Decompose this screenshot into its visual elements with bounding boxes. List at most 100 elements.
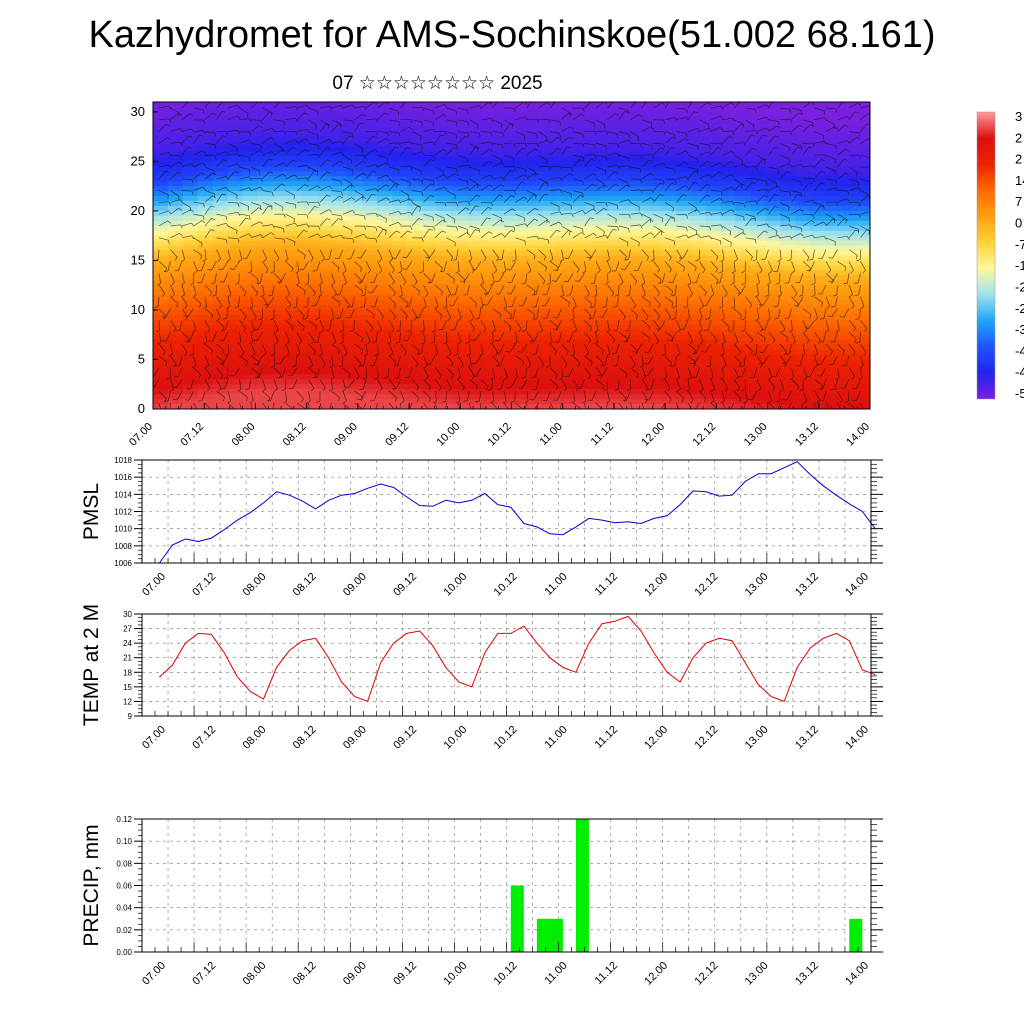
colorbar-label: -1 [1015,258,1024,273]
precip-x-tick-label: 10.00 [441,960,469,988]
precip-y-tick-label: 0.04 [116,904,132,913]
precip-x-tick-label: 07.12 [190,960,218,988]
heatmap-y-tick-label: 5 [138,351,145,366]
pmsl-y-tick-label: 1014 [114,490,132,499]
cross-section-heatmap: 0 5 10 15 20 25 30 07.00 07.12 08.00 08.12 09.00 09.… [127,101,872,449]
precip-x-tick-label: 12.12 [693,960,721,988]
pmsl-y-tick-label: 1012 [114,508,132,517]
pmsl-x-tick-label: 11.12 [593,571,620,598]
heatmap-x-tick-label: 10.00 [434,421,462,449]
colorbar-label: -7 [1015,237,1024,252]
precip-bar [536,918,563,953]
pmsl-x-tick-label: 13.00 [743,571,771,599]
heatmap-y-tick-label: 20 [131,203,145,218]
temp-y-tick-label: 15 [123,683,132,692]
temp-x-tick-label: 09.00 [341,724,369,752]
colorbar-label: 7 [1015,194,1022,209]
heatmap-x-tick-label: 11.00 [537,421,564,448]
colorbar-label: -2 [1015,301,1024,316]
pmsl-x-tick-label: 08.12 [291,571,319,599]
precip-x-tick-label: 08.00 [241,960,269,988]
pmsl-x-tick-label: 12.12 [693,571,721,599]
precip-x-tick-label: 09.12 [391,960,419,988]
colorbar-label: 14 [1015,173,1024,188]
precip-x-tick-label: 13.12 [793,960,821,988]
wind-barbs [153,102,870,409]
temp-x-tick-label: 09.12 [391,724,419,752]
precip-bar [575,819,589,952]
precip-bar [510,885,524,952]
heatmap-y-tick-label: 25 [131,153,145,168]
precip-x-tick-label: 09.00 [341,960,369,988]
pmsl-series-line [158,461,876,564]
temp-x-tick-label: 07.12 [190,724,218,752]
heatmap-x-tick-label: 11.12 [589,421,616,448]
pmsl-x-tick-label: 10.12 [492,571,520,599]
colorbar-label: -2 [1015,279,1024,294]
pmsl-x-tick-label: 09.00 [341,571,369,599]
pmsl-y-tick-label: 1018 [114,456,132,465]
colorbar-label: 0 [1015,216,1022,231]
colorbar-label: -4 [1015,365,1024,380]
colorbar-label: 2 [1015,130,1022,145]
heatmap-x-tick-label: 12.00 [639,421,667,449]
precip-x-tick-label: 13.00 [743,960,771,988]
heatmap-y-tick-label: 15 [131,252,145,267]
heatmap-cells [153,102,870,409]
temp-y-tick-label: 12 [123,697,132,706]
temp-y-tick-label: 27 [123,625,132,634]
temp-x-tick-label: 13.00 [743,724,771,752]
heatmap-x-tick-label: 07.12 [178,421,206,449]
temp-x-tick-label: 13.12 [793,724,821,752]
temp-x-tick-label: 08.12 [291,724,319,752]
precip-x-tick-label: 08.12 [291,960,319,988]
heatmap-x-tick-label: 13.12 [793,421,821,449]
precip-y-tick-label: 0.02 [116,926,132,935]
temp-y-tick-label: 21 [123,654,132,663]
heatmap-x-tick-label: 08.12 [281,421,309,449]
temp-x-tick-label: 10.12 [492,724,520,752]
precip-x-tick-label: 10.12 [492,960,520,988]
precip-y-tick-label: 0.10 [116,837,132,846]
colorbar-label: -3 [1015,322,1024,337]
precip-y-tick-label: 0.12 [116,815,132,824]
precip-x-tick-label: 11.12 [593,960,620,987]
pmsl-y-tick-label: 1006 [114,559,132,568]
temp-y-tick-label: 30 [123,610,132,619]
pmsl-x-tick-label: 13.12 [793,571,821,599]
heatmap-x-tick-label: 13.00 [742,421,770,449]
temperature-chart: 9 12 15 18 21 24 27 30 07.00 07.12 08.00 08.12 09.00… [80,604,883,752]
pmsl-y-tick-label: 1010 [114,525,132,534]
pmsl-x-tick-label: 08.00 [241,571,269,599]
precip-y-tick-label: 0.00 [116,948,132,957]
pmsl-x-tick-label: 07.12 [190,571,218,599]
temp-x-tick-label: 11.12 [593,724,620,751]
colorbar-label: -4 [1015,343,1024,358]
heatmap-x-tick-label: 09.12 [383,421,411,449]
colorbar: 3 2 2 14 7 0 -7 -1 -2 -2 -3 -4 -4 -5 [976,109,1024,401]
precip-y-tick-label: 0.06 [116,882,132,891]
precip-x-tick-label: 14.00 [843,960,871,988]
heatmap-y-tick-label: 30 [131,104,145,119]
temp-x-tick-label: 14.00 [843,724,871,752]
heatmap-x-tick-label: 08.00 [230,421,258,449]
chart-subtitle: 07 ☆☆☆☆☆☆☆☆ 2025 [332,73,543,94]
colorbar-label: -5 [1015,386,1024,401]
temperature-series-line [159,615,876,703]
heatmap-x-tick-label: 12.12 [691,421,719,449]
heatmap-y-tick-label: 0 [138,401,145,416]
pmsl-x-tick-label: 12.00 [642,571,670,599]
heatmap-x-tick-label: 10.12 [486,421,514,449]
pmsl-y-tick-label: 1016 [114,473,132,482]
pmsl-x-tick-label: 11.00 [542,571,569,598]
pmsl-x-tick-label: 07.00 [140,571,168,599]
temp-x-tick-label: 11.00 [542,724,569,751]
colorbar-label: 3 [1015,109,1022,124]
precip-bar [849,918,863,953]
pmsl-x-tick-label: 14.00 [843,571,871,599]
pmsl-chart: 1006 1008 1010 1012 1014 1016 1018 07.00 07.12 08… [80,456,883,599]
precip-y-tick-label: 0.08 [116,859,132,868]
colorbar-strip [976,111,996,400]
temp-y-axis-label: TEMP at 2 M [80,604,103,726]
